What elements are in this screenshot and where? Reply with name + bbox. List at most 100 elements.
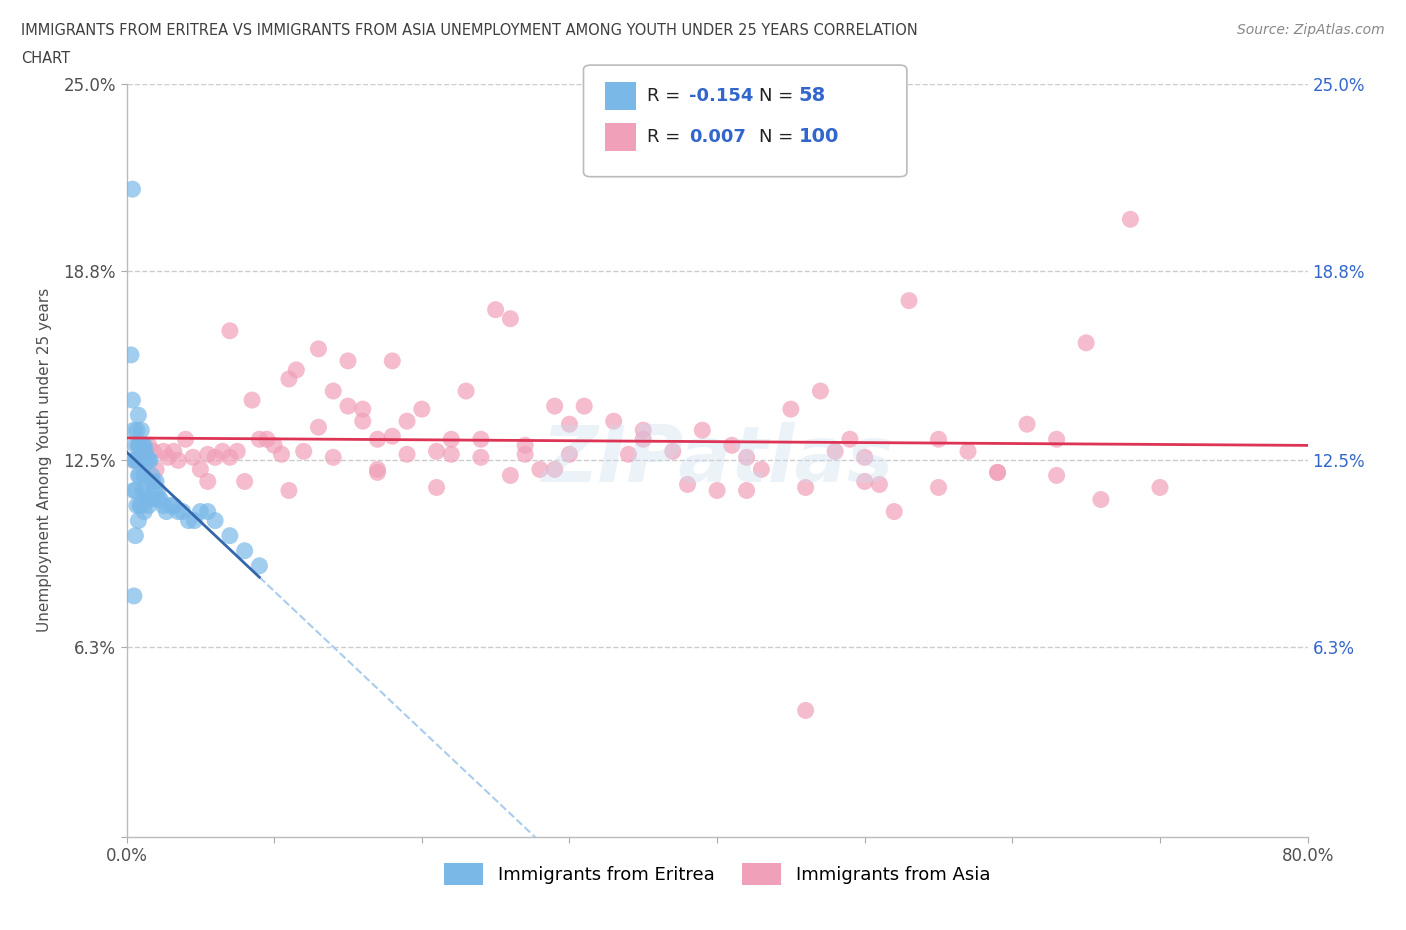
Point: [160, 498, 183, 513]
Point: [883, 504, 905, 519]
Point: [233, 474, 256, 489]
Point: [122, 483, 145, 498]
Point: [240, 392, 263, 407]
Point: [149, 492, 172, 507]
Point: [249, 432, 271, 446]
Text: 0.007: 0.007: [689, 127, 745, 146]
Point: [145, 462, 167, 477]
Point: [177, 513, 200, 528]
Point: [425, 444, 447, 458]
Point: [987, 465, 1010, 480]
Point: [1119, 212, 1142, 227]
Point: [603, 414, 626, 429]
Point: [174, 432, 197, 446]
Point: [499, 468, 522, 483]
Point: [720, 438, 742, 453]
Point: [127, 513, 149, 528]
Point: [128, 438, 150, 453]
Point: [706, 483, 728, 498]
Point: [152, 498, 174, 513]
Point: [470, 450, 492, 465]
Point: [122, 453, 145, 468]
Text: 58: 58: [799, 86, 825, 105]
Point: [367, 465, 389, 480]
Point: [956, 444, 979, 458]
Point: [146, 483, 169, 498]
Point: [794, 480, 817, 495]
Point: [163, 498, 186, 513]
Point: [226, 444, 249, 458]
Point: [1046, 432, 1069, 446]
Point: [794, 703, 817, 718]
Point: [352, 402, 374, 417]
Point: [411, 402, 433, 417]
Point: [543, 462, 565, 477]
Point: [122, 453, 145, 468]
Point: [124, 528, 146, 543]
Point: [134, 468, 156, 483]
Point: [142, 444, 165, 458]
Point: [197, 474, 219, 489]
Point: [838, 432, 860, 446]
Point: [181, 450, 204, 465]
Point: [735, 450, 758, 465]
Point: [136, 450, 159, 465]
Point: [987, 465, 1010, 480]
Point: [128, 468, 150, 483]
Point: [128, 498, 150, 513]
Point: [134, 504, 156, 519]
Point: [127, 438, 149, 453]
Point: [456, 383, 478, 398]
Point: [188, 462, 212, 477]
Point: [183, 513, 205, 528]
Point: [125, 498, 148, 513]
Y-axis label: Unemployment Among Youth under 25 years: Unemployment Among Youth under 25 years: [38, 288, 52, 632]
Point: [928, 480, 950, 495]
Point: [155, 504, 177, 519]
Point: [529, 462, 551, 477]
Point: [928, 432, 950, 446]
Point: [127, 438, 149, 453]
Legend: Immigrants from Eritrea, Immigrants from Asia: Immigrants from Eritrea, Immigrants from…: [436, 856, 998, 892]
Point: [125, 423, 148, 438]
Point: [440, 432, 463, 446]
Point: [633, 423, 655, 438]
Point: [692, 423, 714, 438]
Text: R =: R =: [647, 127, 686, 146]
Point: [751, 462, 773, 477]
Point: [263, 438, 285, 453]
Point: [139, 492, 162, 507]
Point: [135, 483, 157, 498]
Point: [367, 432, 389, 446]
Point: [152, 444, 174, 458]
Point: [1046, 468, 1069, 483]
Point: [136, 492, 159, 507]
Point: [543, 399, 565, 414]
Point: [292, 444, 315, 458]
Point: [134, 444, 156, 458]
Point: [308, 341, 330, 356]
Text: -0.154: -0.154: [689, 86, 754, 105]
Point: [249, 558, 271, 573]
Point: [676, 477, 699, 492]
Point: [396, 414, 419, 429]
Point: [381, 353, 404, 368]
Point: [145, 474, 167, 489]
Point: [219, 450, 242, 465]
Point: [285, 363, 308, 378]
Point: [204, 450, 226, 465]
Point: [633, 432, 655, 446]
Text: N =: N =: [759, 127, 799, 146]
Point: [440, 447, 463, 462]
Point: [898, 293, 921, 308]
Text: R =: R =: [647, 86, 686, 105]
Point: [270, 447, 292, 462]
Point: [308, 419, 330, 434]
Point: [138, 453, 160, 468]
Point: [1017, 417, 1039, 432]
Text: ZIPatlas: ZIPatlas: [541, 422, 893, 498]
Text: 100: 100: [799, 127, 839, 146]
Point: [484, 302, 508, 317]
Text: IMMIGRANTS FROM ERITREA VS IMMIGRANTS FROM ASIA UNEMPLOYMENT AMONG YOUTH UNDER 2: IMMIGRANTS FROM ERITREA VS IMMIGRANTS FR…: [21, 23, 918, 38]
Point: [515, 447, 537, 462]
